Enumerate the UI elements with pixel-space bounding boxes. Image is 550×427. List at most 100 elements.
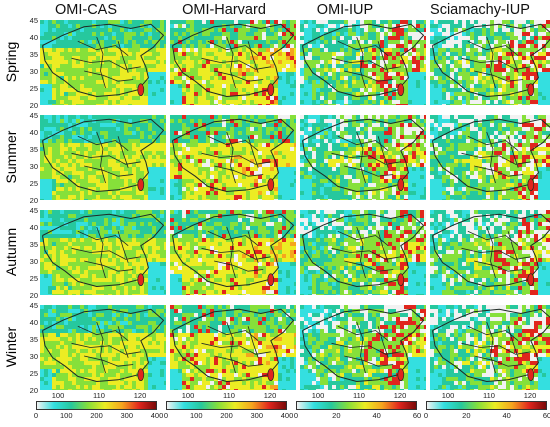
country-border [42, 308, 165, 383]
map-panel [170, 115, 296, 200]
season-label-text: Autumn [3, 227, 19, 277]
map-panel [430, 305, 550, 390]
country-border [172, 308, 295, 383]
lat-tick-label: 45 [29, 16, 38, 25]
province-border [207, 40, 259, 57]
lat-tick-label: 20 [29, 196, 38, 205]
lon-tick-label: 110 [483, 391, 495, 400]
province-border [507, 136, 519, 168]
province-border [486, 321, 496, 374]
map-field [300, 210, 426, 295]
country-border [302, 213, 425, 288]
lon-tick-label: 100 [181, 391, 195, 400]
lon-tick-label: 110 [93, 391, 105, 400]
map-panel [40, 20, 166, 105]
province-border [226, 131, 236, 184]
lat-tick-label: 30 [29, 67, 38, 76]
map-field [170, 210, 296, 295]
lat-tick-label: 30 [29, 257, 38, 266]
province-border [247, 326, 259, 358]
province-border [331, 57, 401, 70]
island-taiwan [267, 368, 275, 382]
colorbar-tick-label: 0 [423, 411, 429, 420]
map-field [40, 20, 166, 105]
country-border [172, 23, 295, 98]
map-field [430, 305, 550, 390]
lat-tick-label: 25 [29, 369, 38, 378]
map-panel [170, 20, 296, 105]
country-border [432, 118, 550, 193]
province-border [331, 342, 401, 355]
island-taiwan [527, 83, 535, 97]
province-border [467, 325, 519, 342]
province-border [356, 36, 366, 89]
country-border [42, 118, 165, 193]
province-border [331, 247, 401, 260]
province-border [337, 230, 389, 247]
province-border [474, 355, 524, 367]
province-border [377, 231, 389, 263]
column-title: Sciamachy-IUP [430, 2, 530, 18]
island-taiwan [527, 368, 535, 382]
column-title: OMI-IUP [316, 2, 374, 18]
province-border [84, 355, 134, 367]
country-border [302, 23, 425, 98]
colorbar [166, 401, 287, 410]
province-border [117, 231, 129, 263]
lat-tick-label: 40 [29, 318, 38, 327]
colorbar [36, 401, 157, 410]
province-border [467, 135, 519, 152]
province-border [201, 247, 271, 260]
map-panel [40, 210, 166, 295]
province-border [337, 135, 389, 152]
province-border [474, 165, 524, 177]
province-border [207, 325, 259, 342]
map-panel [40, 115, 166, 200]
lat-tick-label: 25 [29, 274, 38, 283]
lat-tick-label: 40 [29, 33, 38, 42]
island-taiwan [137, 83, 145, 97]
lat-tick-label: 35 [29, 335, 38, 344]
season-label-text: Summer [3, 130, 19, 184]
province-border [71, 247, 141, 260]
colorbar-tick-label: 100 [59, 411, 73, 420]
island-taiwan [397, 368, 405, 382]
province-border [467, 40, 519, 57]
colorbar-tick-label: 40 [372, 411, 381, 420]
province-border [507, 326, 519, 358]
province-border [344, 355, 394, 367]
province-border [486, 36, 496, 89]
colorbar-tick-label: 100 [189, 411, 203, 420]
country-border [302, 308, 425, 383]
province-border [331, 152, 401, 165]
lat-tick-label: 25 [29, 84, 38, 93]
province-border [71, 152, 141, 165]
colorbar-tick-label: 0 [33, 411, 39, 420]
map-panel [300, 305, 426, 390]
province-border [467, 230, 519, 247]
province-border [84, 165, 134, 177]
lon-tick-label: 120 [263, 391, 277, 400]
colorbar-tick-label: 0 [163, 411, 169, 420]
province-border [247, 41, 259, 73]
map-panel [170, 210, 296, 295]
column-title: OMI-Harvard [182, 2, 266, 18]
province-border [77, 230, 129, 247]
lat-tick-label: 20 [29, 291, 38, 300]
province-border [214, 165, 264, 177]
island-taiwan [267, 178, 275, 192]
province-border [337, 325, 389, 342]
province-border [207, 135, 259, 152]
province-border [247, 231, 259, 263]
province-border [117, 136, 129, 168]
colorbar-tick-label: 400 [280, 411, 294, 420]
lat-tick-label: 45 [29, 111, 38, 120]
lat-tick-label: 45 [29, 301, 38, 310]
province-border [344, 70, 394, 82]
lat-tick-label: 35 [29, 145, 38, 154]
island-taiwan [137, 368, 145, 382]
country-border [302, 118, 425, 193]
province-border [486, 226, 496, 279]
map-panel [170, 305, 296, 390]
province-border [344, 165, 394, 177]
